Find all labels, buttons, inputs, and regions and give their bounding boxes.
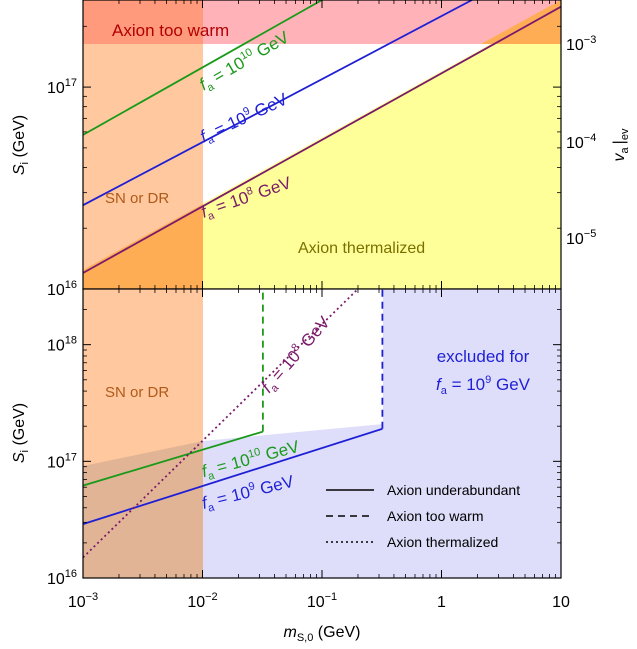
top-lines	[83, 0, 561, 274]
right-tick-label-1: 10−4	[566, 132, 596, 152]
top-ticks: 1016 1017 10−3 10−4 10−5	[47, 0, 596, 299]
region-sn-dr-excluded-overlap	[83, 441, 203, 578]
excluded-label-line1: excluded for	[437, 347, 530, 366]
bottom-ytick-label-1: 1017	[47, 451, 77, 471]
bottom-series-4-dotted	[83, 289, 359, 559]
right-axis-label: va|ev	[611, 128, 631, 161]
bottom-panel: 1016 1017 1018 10−3 10−2 10−1 1 10 SN or DR fa …	[11, 288, 570, 644]
top-series-0-solid	[83, 0, 323, 136]
region-allowed-white	[203, 289, 383, 441]
top-ytick-label-0: 1016	[47, 279, 77, 299]
legend-label-1: Axion too warm	[387, 508, 483, 524]
xtick-label-1: 10−2	[187, 591, 217, 611]
bottom-series-0-solid	[83, 430, 264, 487]
bottom-ticks: 1016 1017 1018 10−3 10−2 10−1 1 10	[47, 288, 570, 611]
bottom-ylabel: Si (GeV)	[11, 403, 31, 463]
top-plot-area	[83, 0, 561, 289]
label-axion-thermalized: Axion thermalized	[298, 240, 425, 257]
excluded-label-line2: fa = 109 GeV	[436, 374, 531, 397]
top-ylabel: Si (GeV)	[11, 115, 31, 175]
right-tick-label-0: 10−3	[566, 34, 596, 54]
bottom-ytick-label-2: 1018	[47, 335, 77, 355]
bottom-lines	[83, 289, 384, 559]
region-sn-dr-thermalized-overlap	[83, 204, 203, 289]
label-sn-or-dr-top: SN or DR	[105, 190, 169, 207]
xlabel: mS,0 (GeV)	[284, 624, 361, 644]
top-series-1-solid	[83, 0, 473, 206]
legend: Axion underabundant Axion too warm Axion t…	[326, 482, 520, 550]
region-too-warm-sn-overlap	[83, 0, 203, 44]
right-tick-label-2: 10−5	[566, 228, 596, 248]
label-sn-or-dr-bottom: SN or DR	[105, 384, 169, 401]
xtick-label-0: 10−3	[68, 591, 98, 611]
xtick-label-2: 10−1	[307, 591, 337, 611]
legend-label-2: Axion thermalized	[387, 534, 498, 550]
top-series-2-solid	[83, 5, 561, 274]
top-ytick-label-1: 1017	[47, 77, 77, 97]
bottom-ytick-label-0: 1016	[47, 568, 77, 588]
legend-label-0: Axion underabundant	[387, 482, 520, 498]
xtick-label-3: 1	[437, 594, 446, 611]
region-too-warm-thermalized-overlap	[481, 0, 561, 44]
xtick-label-4: 10	[552, 594, 570, 611]
top-panel: 1016 1017 10−3 10−4 10−5 Axion too warm SN o…	[11, 0, 631, 299]
label-axion-too-warm: Axion too warm	[112, 21, 229, 40]
bottom-plot-area	[83, 289, 561, 578]
